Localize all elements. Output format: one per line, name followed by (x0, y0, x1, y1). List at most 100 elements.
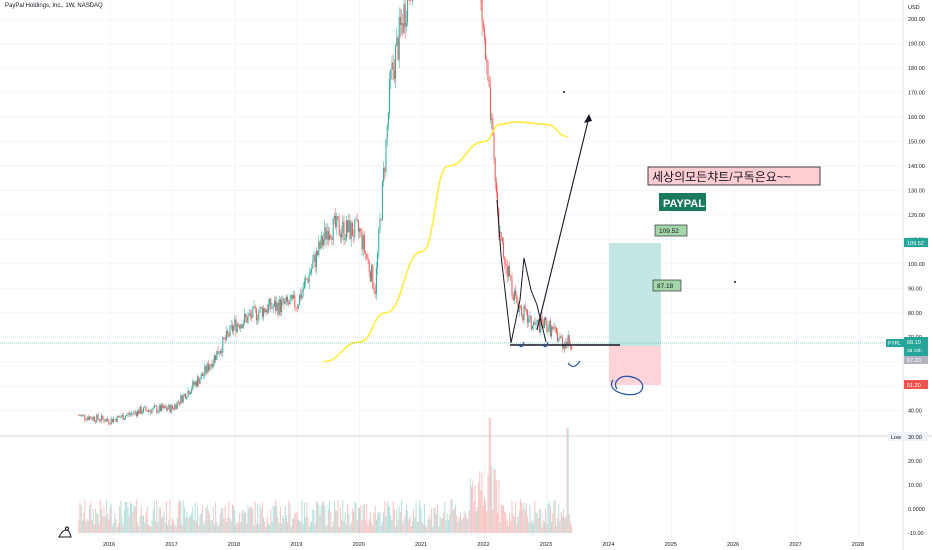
volume-bar (446, 513, 448, 533)
volume-bar (317, 501, 319, 533)
hand-check-drawing[interactable] (567, 360, 581, 368)
volume-bar (295, 513, 297, 533)
volume-bar (224, 505, 226, 533)
volume-axis[interactable]: 20.00 10.00 0.0000 -10.00 (908, 459, 925, 537)
candle-body (409, 0, 411, 1)
candle-body (527, 309, 529, 323)
volume-bar (318, 504, 320, 533)
candle-body (189, 392, 191, 395)
volume-bar (135, 499, 137, 533)
candle-body (302, 288, 304, 292)
volume-bar (197, 506, 199, 533)
volume-bar (361, 519, 363, 533)
volume-bar (168, 520, 170, 533)
volume-bar (537, 518, 539, 533)
candle-body (404, 4, 406, 27)
volume-bar (360, 505, 362, 533)
candle-body (353, 236, 355, 237)
candle-body (324, 227, 326, 240)
moving-average-line[interactable] (323, 121, 568, 363)
candle-body (97, 414, 99, 419)
volume-bar (557, 517, 559, 533)
candle-body (150, 410, 152, 414)
price-tick-label: 140.00 (908, 164, 925, 170)
volume-bar (450, 499, 452, 533)
candle-body (296, 307, 298, 308)
volume-bar (311, 521, 313, 533)
volume-bar (527, 516, 529, 533)
candle-body (122, 414, 124, 420)
volume-bar (90, 501, 92, 533)
candle-body (242, 323, 244, 329)
volume-bar (326, 524, 328, 533)
volume-bar (506, 520, 508, 533)
volume-bar (466, 516, 468, 533)
target-callout[interactable]: 109.52 (654, 224, 688, 237)
loss-zone[interactable] (609, 346, 661, 385)
volume-bar (177, 502, 179, 533)
arrow-projection[interactable] (536, 116, 590, 331)
volume-bar (144, 522, 146, 533)
volume-bar (266, 515, 268, 533)
target-price-badge-text: 109.52 (907, 241, 924, 247)
candle-body (313, 254, 315, 262)
candle-body (387, 112, 389, 126)
volume-bar (542, 519, 544, 533)
candle-body (567, 335, 569, 346)
candle-body (546, 320, 548, 332)
korean-banner[interactable]: 세상의모든챠트/구독은요~~ (647, 166, 821, 186)
volume-bar (253, 525, 255, 533)
volume-bar (443, 512, 445, 533)
paypal-badge[interactable]: PAYPAL (659, 193, 706, 211)
candle-body (182, 394, 184, 403)
candle-body (335, 215, 337, 228)
volume-bar (120, 500, 122, 533)
entry-callout[interactable]: 87.18 (652, 279, 682, 292)
candle-body (339, 235, 341, 238)
volume-bar (438, 526, 440, 533)
volume-bar (312, 509, 314, 533)
volume-bar (417, 522, 419, 533)
volume-bar (182, 500, 184, 533)
candle-body (181, 395, 183, 403)
candle-body (207, 363, 209, 371)
candle-body (408, 0, 410, 1)
volume-bar (349, 525, 351, 533)
candle-body (192, 381, 194, 390)
profit-zone[interactable] (609, 243, 661, 346)
candle-body (323, 239, 325, 246)
candle-body (264, 308, 266, 313)
volume-bar (449, 514, 451, 533)
candle-body (398, 17, 400, 60)
volume-bar (161, 517, 163, 533)
wave-drawing[interactable] (496, 199, 547, 344)
volume-bar (528, 522, 530, 533)
candle-body (295, 307, 297, 308)
time-axis[interactable]: 2016 2017 2018 2019 2020 2021 2022 2023 2024 2025… (103, 542, 864, 548)
candle-body (251, 315, 253, 318)
volume-bar (129, 501, 131, 533)
hand-circle-drawing[interactable] (610, 375, 644, 396)
time-tick-label: 2016 (103, 542, 115, 548)
volume-bar (96, 513, 98, 533)
volume-bar (137, 522, 139, 533)
candle-body (529, 316, 531, 318)
candle-body (236, 324, 238, 332)
candle-body (127, 413, 129, 415)
volume-tick-label: 20.00 (908, 459, 922, 465)
candle-body (139, 406, 141, 414)
volume-bar (359, 508, 361, 533)
volume-bar (504, 511, 506, 533)
candle-body (276, 302, 278, 311)
candle-body (355, 219, 357, 221)
candle-body (116, 415, 118, 423)
volume-bar (396, 509, 398, 533)
volume-bar (176, 518, 178, 533)
volume-bar (402, 523, 404, 533)
tradingview-logo-icon[interactable] (58, 526, 72, 538)
volume-bar (277, 517, 279, 533)
candle-body (257, 319, 259, 321)
volume-bar (414, 517, 416, 533)
candle-body (351, 222, 353, 237)
